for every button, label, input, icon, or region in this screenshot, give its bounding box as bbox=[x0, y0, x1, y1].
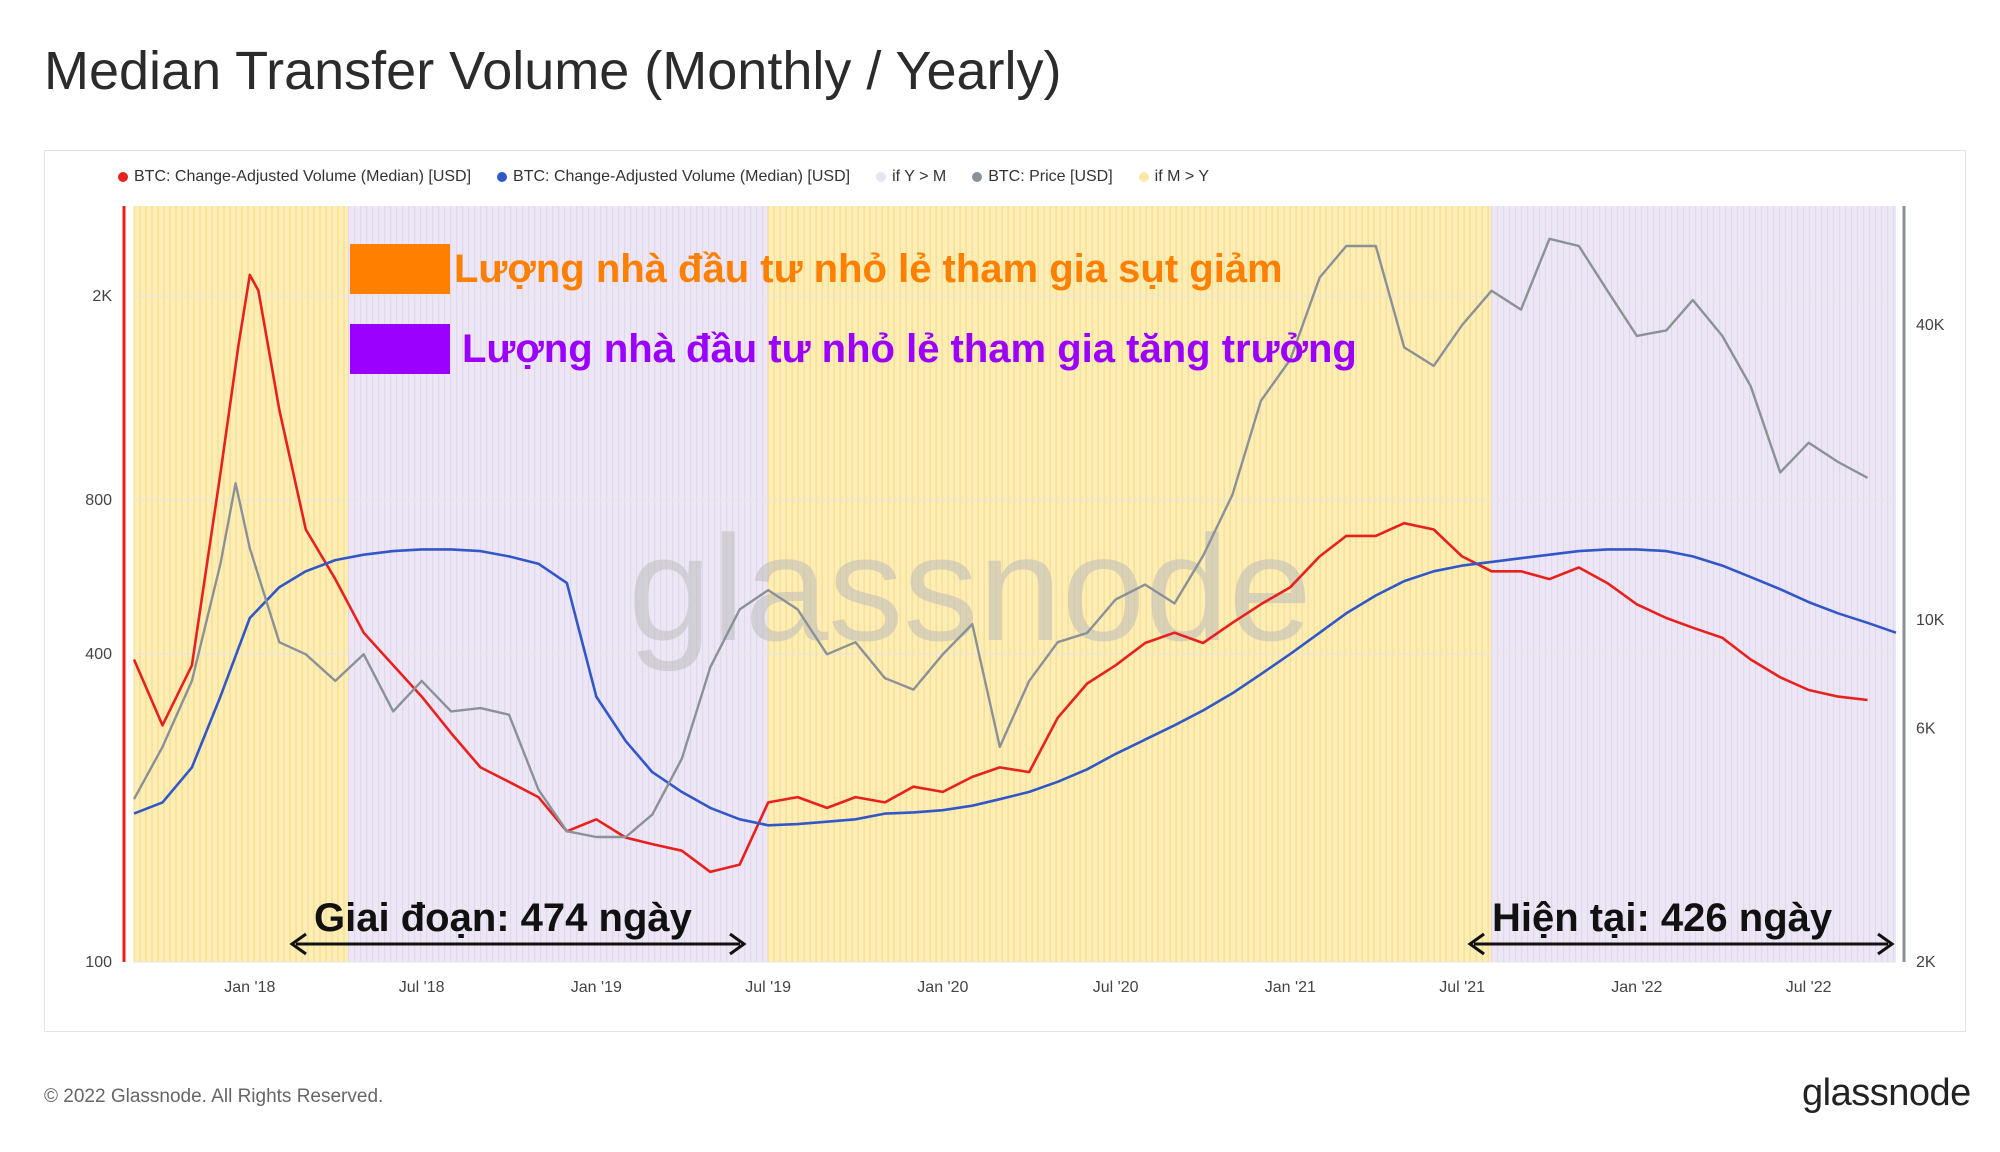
y-left-tick-label: 100 bbox=[85, 954, 112, 971]
legend-dot-blue bbox=[497, 172, 508, 182]
x-tick-label: Jan '18 bbox=[224, 979, 275, 996]
series-line-price bbox=[132, 237, 1869, 839]
region-texture-1 bbox=[348, 206, 764, 962]
annotation-swatch-orange bbox=[350, 244, 450, 294]
y-right-tick-label: 40K bbox=[1916, 317, 1945, 334]
annotation-growth-text: Lượng nhà đầu tư nhỏ lẻ tham gia tăng tr… bbox=[462, 326, 1357, 371]
period-arrow-past-head-right bbox=[729, 932, 747, 956]
period-arrow-current-head-right bbox=[1877, 932, 1895, 956]
y-right-tick-label: 10K bbox=[1916, 612, 1945, 629]
chart-panel bbox=[44, 150, 1966, 1032]
y-left-tick-label: 400 bbox=[85, 646, 112, 663]
annotation-decline: Lượng nhà đầu tư nhỏ lẻ tham gia sụt giả… bbox=[350, 244, 1283, 294]
region-texture-2 bbox=[767, 206, 1489, 962]
x-tick-label: Jul '21 bbox=[1439, 979, 1485, 996]
period-arrow-current-head-left bbox=[1467, 932, 1485, 956]
legend-item-m-gt-y[interactable]: if M > Y bbox=[1138, 168, 1210, 186]
glassnode-logo: glassnode bbox=[1802, 1072, 1971, 1114]
legend-item-red-volume[interactable]: BTC: Change-Adjusted Volume (Median) [US… bbox=[118, 168, 471, 186]
legend-label: BTC: Change-Adjusted Volume (Median) [US… bbox=[134, 168, 472, 185]
x-tick-label: Jan '19 bbox=[571, 979, 622, 996]
period-label-past: Giai đoạn: 474 ngày bbox=[314, 896, 692, 940]
annotation-growth: Lượng nhà đầu tư nhỏ lẻ tham gia tăng tr… bbox=[350, 324, 1357, 374]
chart-legend: BTC: Change-Adjusted Volume (Median) [US… bbox=[118, 168, 1209, 186]
legend-item-y-gt-m[interactable]: if Y > M bbox=[876, 168, 946, 186]
legend-dot-yellow bbox=[1138, 172, 1149, 182]
legend-label: if Y > M bbox=[892, 168, 947, 185]
legend-label: BTC: Change-Adjusted Volume (Median) [US… bbox=[513, 168, 851, 185]
x-tick-label: Jan '21 bbox=[1265, 979, 1316, 996]
x-tick-label: Jul '19 bbox=[745, 979, 791, 996]
legend-dot-gray bbox=[972, 172, 983, 182]
y-right-tick-label: 6K bbox=[1916, 720, 1936, 737]
region-3 bbox=[1491, 206, 1896, 962]
series-line-red-volume bbox=[132, 273, 1868, 874]
region-texture-3 bbox=[1491, 206, 1895, 962]
y-left-tick-label: 800 bbox=[85, 492, 112, 509]
region-texture-0 bbox=[133, 206, 345, 962]
period-label-current: Hiện tại: 426 ngày bbox=[1492, 896, 1833, 940]
x-tick-label: Jan '20 bbox=[917, 979, 968, 996]
annotation-decline-text: Lượng nhà đầu tư nhỏ lẻ tham gia sụt giả… bbox=[454, 246, 1283, 291]
watermark: glassnode bbox=[628, 504, 1312, 672]
legend-item-blue-volume[interactable]: BTC: Change-Adjusted Volume (Median) [US… bbox=[497, 168, 850, 186]
period-arrow-past-head-left bbox=[289, 932, 307, 956]
page-title: Median Transfer Volume (Monthly / Yearly… bbox=[44, 41, 1062, 101]
y-right-tick-label: 2K bbox=[1916, 954, 1936, 971]
x-tick-label: Jan '22 bbox=[1611, 979, 1662, 996]
x-tick-label: Jul '22 bbox=[1786, 979, 1832, 996]
region-0 bbox=[134, 206, 349, 962]
y-left-tick-label: 2K bbox=[92, 288, 112, 305]
legend-label: BTC: Price [USD] bbox=[988, 168, 1113, 185]
copyright-footer: © 2022 Glassnode. All Rights Reserved. bbox=[44, 1086, 384, 1107]
legend-label: if M > Y bbox=[1154, 168, 1210, 185]
legend-dot-red bbox=[118, 172, 128, 182]
legend-dot-lavender bbox=[876, 172, 887, 182]
x-tick-label: Jul '18 bbox=[399, 979, 445, 996]
annotation-swatch-purple bbox=[350, 324, 450, 374]
series-line-blue-volume bbox=[133, 548, 1897, 827]
x-tick-label: Jul '20 bbox=[1093, 979, 1139, 996]
legend-item-price[interactable]: BTC: Price [USD] bbox=[972, 168, 1113, 186]
